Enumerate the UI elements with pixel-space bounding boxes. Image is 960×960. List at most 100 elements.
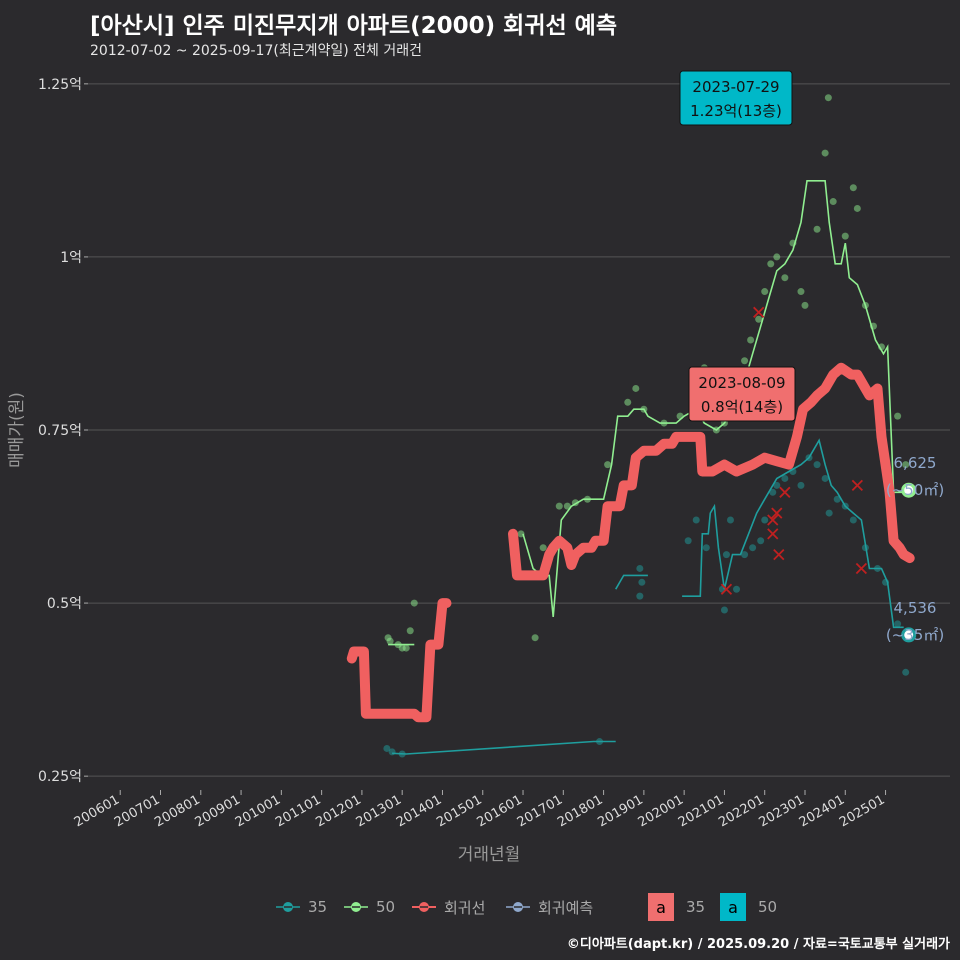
y-tick-label: 1.25억 — [38, 77, 82, 93]
scatter-point-35 — [769, 488, 777, 496]
scatter-point-50 — [801, 301, 809, 309]
regression-x-mark — [753, 306, 765, 318]
y-tick-label: 0.25억 — [38, 769, 82, 785]
end-marker-50 — [901, 482, 917, 498]
annotation-value: 0.8억(14층) — [701, 398, 783, 416]
scatter-point-35 — [733, 585, 741, 593]
annotation-1: 2023-08-09 0.8억(14층) — [688, 366, 796, 422]
legend-label-regression: 회귀선 — [444, 898, 486, 917]
legend-labelbox-glyph-35: a — [648, 893, 674, 921]
y-tick-label: 0.5억 — [47, 596, 82, 612]
regression-line — [346, 362, 915, 723]
scatter-point-35 — [720, 606, 728, 614]
scatter-point-50 — [410, 599, 418, 607]
regression-x-mark — [779, 486, 791, 498]
legend-labelbox-50: a 50 — [720, 892, 777, 922]
series-line-35 — [392, 438, 904, 755]
x-tick-label: 201001 — [233, 792, 283, 830]
scatter-group-35 — [383, 454, 910, 758]
scatter-point-50 — [841, 232, 849, 240]
annotation-box — [688, 366, 796, 422]
scatter-point-35 — [761, 516, 769, 524]
x-tick-label: 201201 — [313, 792, 363, 830]
end-label-value: 4,536 — [894, 599, 937, 617]
scatter-point-35 — [636, 564, 644, 572]
scatter-point-50 — [531, 634, 539, 642]
scatter-point-35 — [741, 551, 749, 559]
x-tick-label: 200701 — [112, 792, 162, 830]
scatter-point-35 — [722, 551, 730, 559]
y-tick-label: 1억 — [60, 250, 82, 266]
annotation-box — [679, 70, 793, 126]
scatter-point-35 — [757, 537, 765, 545]
scatter-point-50 — [555, 502, 563, 510]
scatter-point-50 — [824, 94, 832, 102]
source-caption: ©디아파트(dapt.kr) / 2025.09.20 / 자료=국토교통부 실… — [566, 937, 950, 952]
end-label-area: (~35㎡) — [886, 626, 944, 644]
x-tick-label: 201401 — [394, 792, 444, 830]
scatter-point-50 — [402, 644, 410, 652]
y-tick-label: 0.75억 — [38, 423, 82, 439]
scatter-point-50 — [849, 184, 857, 192]
scatter-point-35 — [749, 544, 757, 552]
scatter-point-50 — [797, 288, 805, 296]
x-tick-label: 201801 — [555, 792, 605, 830]
scatter-point-50 — [539, 544, 547, 552]
scatter-point-50 — [829, 198, 837, 206]
scatter-point-50 — [781, 274, 789, 282]
scatter-point-50 — [604, 461, 612, 469]
regression-x-mark — [767, 514, 779, 526]
scatter-point-50 — [563, 502, 571, 510]
scatter-point-35 — [388, 748, 396, 756]
regression-x-mark — [855, 562, 868, 575]
scatter-point-50 — [902, 461, 910, 469]
scatter-point-35 — [636, 592, 644, 600]
annotation-date: 2023-08-09 — [698, 374, 785, 392]
scatter-point-50 — [821, 149, 829, 157]
x-tick-label: 201601 — [475, 792, 525, 830]
scatter-point-50 — [773, 253, 781, 261]
regression-x-mark — [767, 528, 779, 540]
scatter-point-35 — [773, 481, 781, 489]
scatter-point-50 — [386, 637, 394, 645]
legend-label-forecast: 회귀예측 — [538, 898, 594, 917]
scatter-point-35 — [383, 744, 391, 752]
x-tick-label: 201301 — [354, 792, 404, 830]
x-tick-label: 200601 — [72, 792, 122, 830]
scatter-point-50 — [747, 336, 755, 344]
scatter-point-50 — [624, 398, 632, 406]
legend-label-50: 50 — [376, 898, 396, 916]
chart-subtitle: 2012-07-02 ~ 2025-09-17(최근계약일) 전체 거래건 — [90, 43, 422, 59]
scatter-point-50 — [632, 384, 640, 392]
scatter-point-35 — [692, 516, 700, 524]
x-tick-label: 202101 — [676, 792, 726, 830]
annotation-value: 1.23억(13층) — [690, 102, 782, 120]
scatter-point-35 — [638, 578, 646, 586]
scatter-point-50 — [755, 315, 763, 323]
regression-x-mark — [771, 507, 783, 519]
scatter-point-35 — [894, 620, 902, 628]
scatter-point-50 — [853, 204, 861, 212]
legend-labelbox-35: a 35 — [648, 892, 705, 922]
scatter-point-50 — [767, 260, 775, 268]
scatter-point-35 — [902, 668, 910, 676]
x-tick-label: 201501 — [434, 792, 484, 830]
scatter-point-50 — [813, 225, 821, 233]
annotation-0: 2023-07-29 1.23억(13층) — [679, 70, 793, 126]
x-tick-label: 201701 — [515, 792, 565, 830]
x-tick-label: 200801 — [152, 792, 202, 830]
x-tick-label: 200901 — [193, 792, 243, 830]
x-tick-label: 202201 — [716, 792, 766, 830]
scatter-point-35 — [821, 474, 829, 482]
scatter-point-35 — [726, 516, 734, 524]
legend-item-forecast: 회귀예측 — [506, 892, 593, 922]
legend-labelbox-text-35: 35 — [686, 898, 706, 916]
end-label-area: (~50㎡) — [886, 481, 944, 499]
scatter-point-35 — [825, 509, 833, 517]
x-tick-label: 202501 — [837, 792, 887, 830]
legend-item-regression: 회귀선 — [412, 892, 485, 922]
legend-labelbox-glyph-50: a — [720, 893, 746, 921]
end-marker-35 — [901, 627, 917, 643]
x-axis-title: 거래년월 — [458, 845, 521, 865]
annotation-date: 2023-07-29 — [692, 78, 779, 96]
